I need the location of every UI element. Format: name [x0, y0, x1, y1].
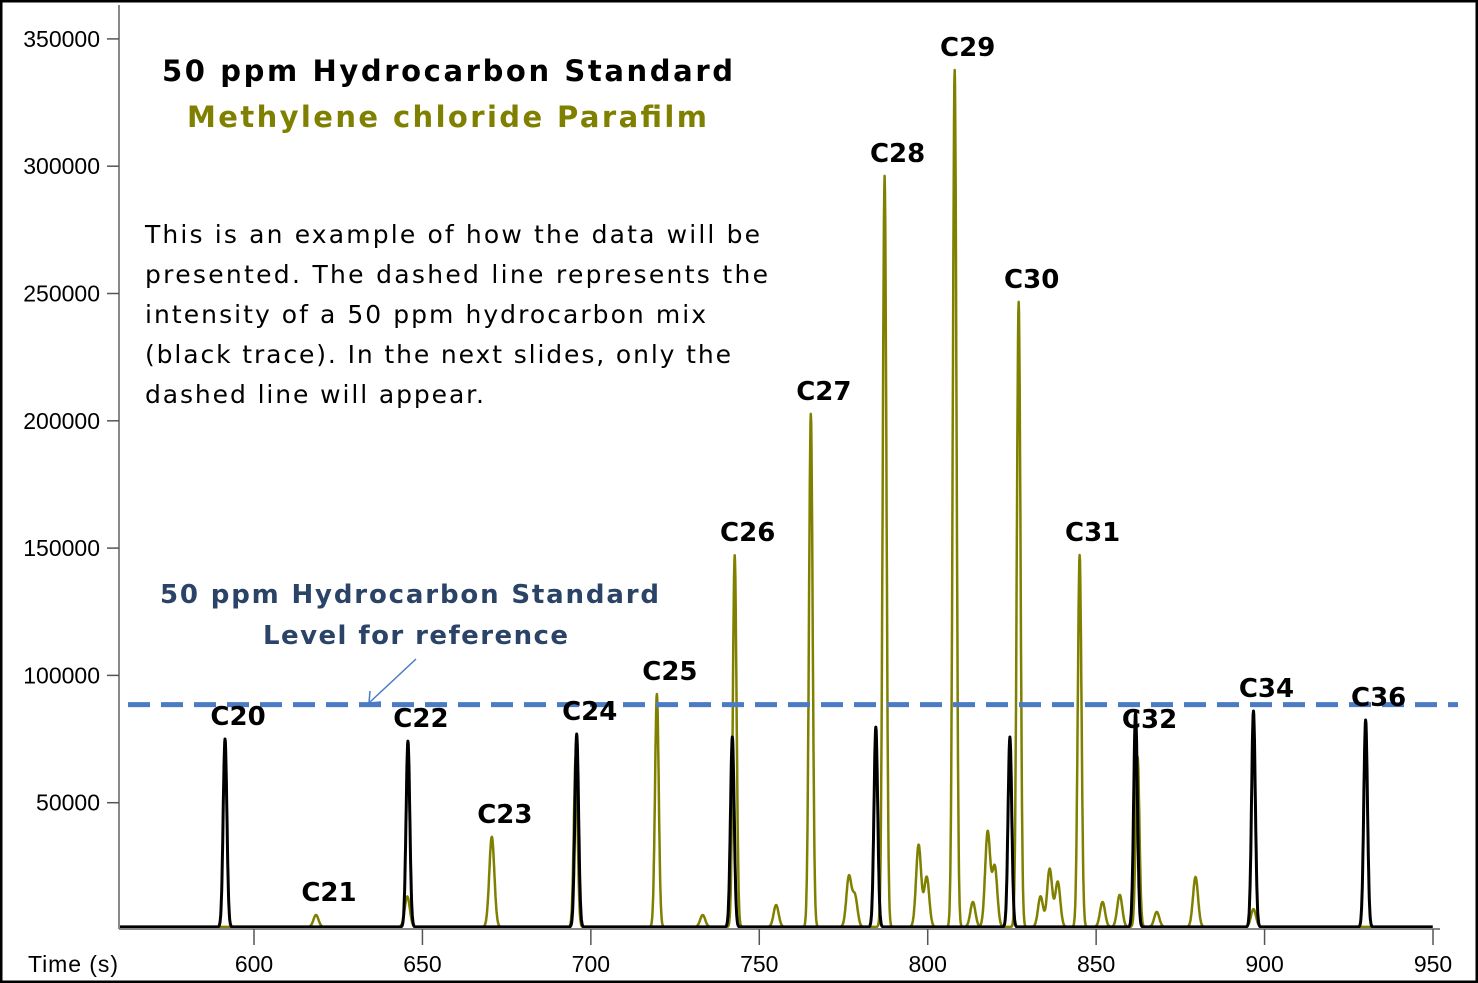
x-tick-label: 750	[740, 951, 778, 977]
traces	[118, 68, 1434, 929]
peak-label-c34: C34	[1239, 674, 1294, 704]
y-tick-label: 200000	[23, 408, 100, 434]
reference-label-line-2: Level for reference	[263, 621, 568, 651]
peak-label-c36: C36	[1351, 683, 1406, 713]
y-tick-label: 250000	[23, 281, 100, 307]
description-line-3: intensity of a 50 ppm hydrocarbon mix	[145, 300, 706, 329]
peak-label-c30: C30	[1004, 265, 1059, 295]
peak-label-c32: C32	[1122, 705, 1177, 735]
x-ticks: 600 650 700 750 800 850 900 950	[235, 929, 1452, 977]
x-tick-label: 900	[1245, 951, 1283, 977]
y-tick-label: 300000	[23, 153, 100, 179]
reference-label-line-1: 50 ppm Hydrocarbon Standard	[160, 580, 659, 610]
reference-arrow-icon	[368, 658, 417, 704]
description-line-1: This is an example of how the data will …	[144, 220, 760, 249]
x-tick-label: 850	[1077, 951, 1115, 977]
peak-label-c22: C22	[393, 704, 448, 734]
peak-label-c21: C21	[301, 878, 356, 908]
peak-label-c20: C20	[210, 702, 265, 732]
chart-subtitle: Methylene chloride Parafilm	[187, 100, 707, 134]
chart-title: 50 ppm Hydrocarbon Standard	[162, 54, 733, 88]
peak-label-c25: C25	[642, 657, 697, 687]
peak-label-c26: C26	[720, 518, 775, 548]
x-tick-label: 950	[1414, 951, 1452, 977]
y-tick-label: 100000	[23, 662, 100, 688]
peak-labels: C20 C21 C22 C23 C24 C25 C26 C27 C28 C29 C30 C31 C32 C…	[210, 33, 1406, 908]
x-axis-label: Time (s)	[28, 951, 118, 977]
x-tick-label: 650	[403, 951, 441, 977]
y-tick-label: 50000	[36, 790, 100, 816]
peak-label-c24: C24	[562, 697, 617, 727]
peak-label-c28: C28	[870, 139, 925, 169]
y-tick-label: 350000	[23, 26, 100, 52]
description-line-2: presented. The dashed line represents th…	[145, 260, 768, 289]
y-tick-label: 150000	[23, 535, 100, 561]
peak-label-c23: C23	[477, 800, 532, 830]
description-line-5: dashed line will appear.	[145, 380, 484, 409]
peak-label-c27: C27	[796, 377, 851, 407]
description-line-4: (black trace). In the next slides, only …	[145, 340, 731, 369]
x-tick-label: 800	[909, 951, 947, 977]
x-tick-label: 700	[572, 951, 610, 977]
peak-label-c29: C29	[940, 33, 995, 63]
standard-trace-line	[118, 709, 1434, 929]
y-ticks: 50000 100000 150000 200000 250000 300000 35000…	[23, 26, 119, 816]
axes	[118, 5, 1440, 930]
x-tick-label: 600	[235, 951, 273, 977]
peak-label-c31: C31	[1065, 518, 1120, 548]
